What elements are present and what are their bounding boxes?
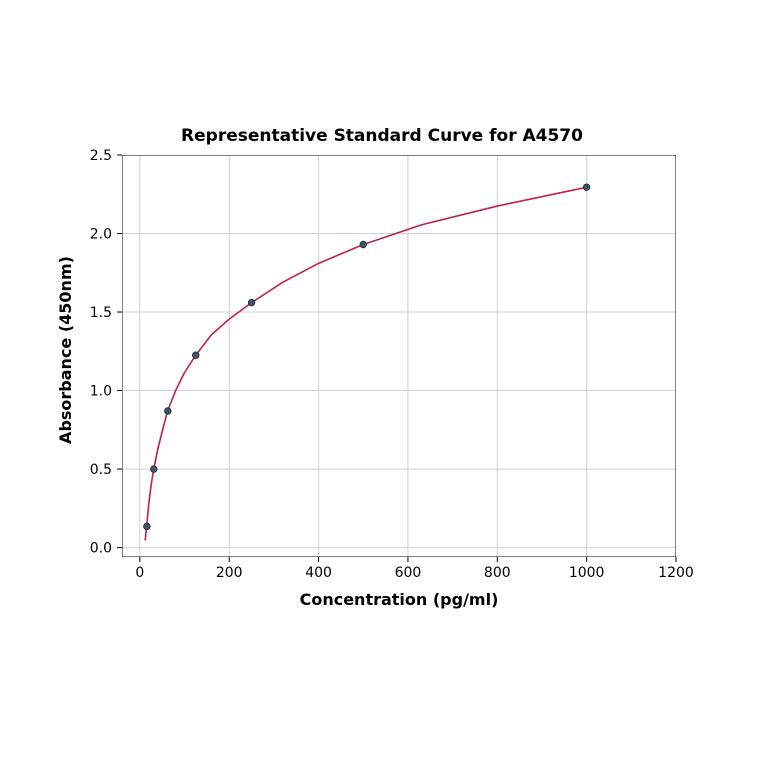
y-tick-label: 0.5 [90, 462, 112, 478]
x-tick-label: 600 [395, 565, 422, 581]
chart-title: Representative Standard Curve for A4570 [0, 126, 764, 146]
data-point [151, 466, 158, 473]
data-points [144, 184, 590, 530]
x-axis-label: Concentration (pg/ml) [122, 590, 676, 609]
y-tick-label: 2.0 [90, 227, 112, 243]
x-tick-label: 800 [484, 565, 511, 581]
data-point [583, 184, 590, 191]
y-axis-label: Absorbance (450nm) [56, 250, 75, 450]
fitted-curve [145, 187, 586, 540]
data-point [144, 523, 151, 530]
x-tick-label: 1200 [658, 565, 694, 581]
y-tick-label: 1.5 [90, 305, 112, 321]
data-point [360, 241, 367, 248]
x-tick-label: 400 [305, 565, 332, 581]
gridlines [122, 155, 676, 557]
x-tick-label: 200 [216, 565, 243, 581]
axis-spine [122, 155, 676, 557]
plot-area [122, 155, 676, 557]
y-tick-label: 2.5 [90, 148, 112, 164]
data-point [165, 408, 172, 415]
data-point [192, 352, 199, 359]
y-tick-label: 0.0 [90, 541, 112, 557]
x-tick-label: 0 [135, 565, 144, 581]
y-tick-label: 1.0 [90, 384, 112, 400]
x-tick-label: 1000 [569, 565, 605, 581]
chart-container: Representative Standard Curve for A4570 … [0, 0, 764, 764]
data-point [248, 299, 255, 306]
